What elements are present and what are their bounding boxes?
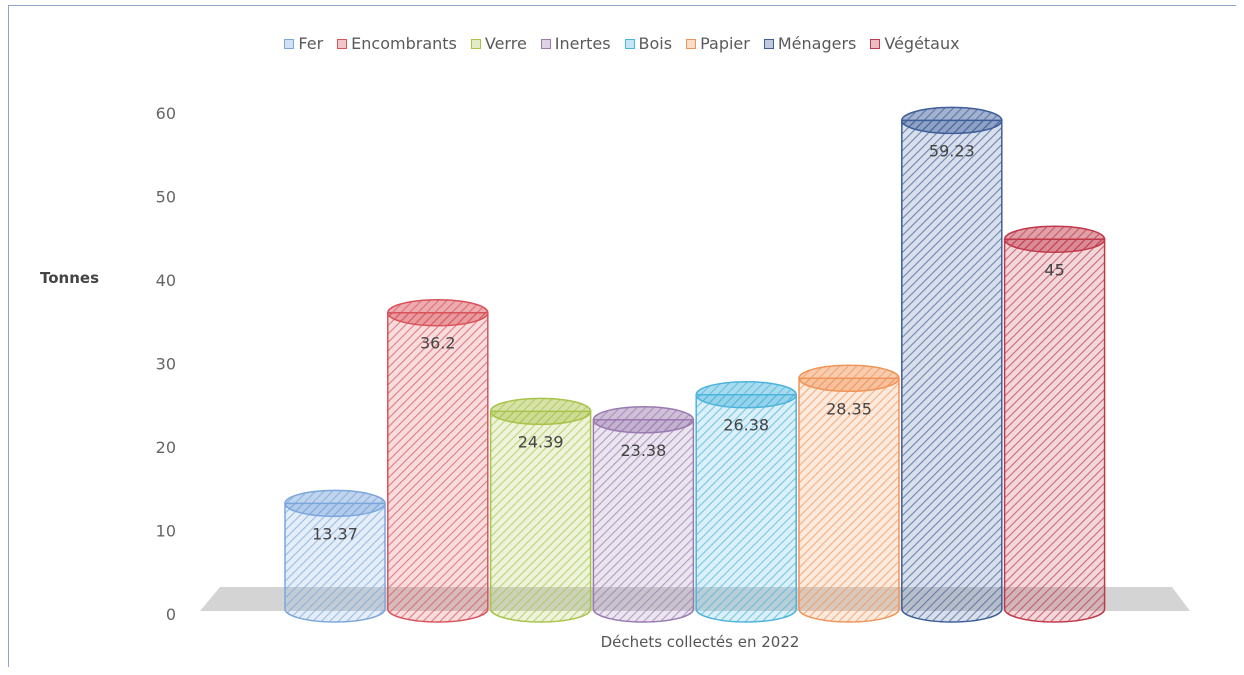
bar-top-shade [387,299,488,326]
legend-label: Végétaux [884,34,960,53]
legend-swatch [686,38,697,49]
bar-inertes: 23.38 [592,406,695,623]
chart-legend: Fer Encombrants Verre Inertes Bois Papier Ména… [0,34,1244,53]
y-tick-label: 0 [166,605,176,624]
bar-vegetaux: 45 [1003,225,1106,623]
y-tick-label: 50 [156,188,176,207]
legend-item-menagers: Ménagers [763,34,857,53]
bar-body [695,393,797,623]
data-label: 28.35 [826,399,872,418]
bar-top-shade [696,381,797,408]
y-axis-label: Tonnes [40,269,99,287]
bar-top-shade [285,490,385,517]
legend-swatch [337,38,348,49]
bar-papier: 28.35 [798,364,900,623]
y-tick-label: 40 [156,271,176,290]
bar-verre: 24.39 [489,397,592,623]
legend-item-encombrants: Encombrants [337,34,457,53]
legend-item-fer: Fer [284,34,323,53]
y-tick-label: 20 [156,438,176,457]
legend-swatch [470,38,481,49]
data-label: 36.2 [420,334,456,353]
legend-swatch [284,38,295,49]
bar-top [798,364,900,393]
legend-swatch [870,38,881,49]
bar-menagers: 59.23 [901,106,1003,623]
data-label: 26.38 [723,416,769,435]
data-label: 13.37 [312,524,358,543]
bar-body [284,502,386,623]
bar-top-shade [901,107,1002,134]
legend-swatch [540,38,551,49]
bar-top-shade [799,365,899,392]
bar-body [1003,238,1106,623]
bar-encombrants: 36.2 [387,298,489,623]
bar-fer: 13.37 [284,489,386,623]
data-label: 24.39 [518,432,564,451]
bar-bois: 26.38 [695,380,797,623]
legend-item-bois: Bois [624,34,673,53]
legend-label: Bois [638,34,673,53]
bar-top-shade [593,406,694,433]
legend-item-papier: Papier [686,34,750,53]
legend-label: Ménagers [777,34,857,53]
legend-swatch [763,38,774,49]
y-tick-label: 60 [156,104,176,123]
bar-top [387,298,489,327]
bar-top [901,106,1003,135]
bar-top [1003,225,1106,253]
legend-label: Fer [298,34,324,53]
bar-body [798,377,900,623]
bar-body [489,410,592,623]
legend-item-verre: Verre [470,34,527,53]
bar-top-shade [1004,226,1105,253]
data-label: 59.23 [929,141,975,160]
bar-body [387,311,489,623]
legend-label: Verre [484,34,527,53]
bar-top [284,489,386,518]
data-label: 45 [1044,260,1064,279]
bar-top [695,380,797,409]
chart-frame [8,5,1236,667]
y-tick-label: 10 [156,522,176,541]
bar-top [592,406,695,434]
bar-top-shade [490,398,591,425]
y-tick-label: 30 [156,355,176,374]
bar-top [489,397,592,426]
legend-swatch [624,38,635,49]
legend-item-vegetaux: Végétaux [870,34,960,53]
legend-label: Papier [700,34,750,53]
legend-label: Encombrants [351,34,457,53]
legend-label: Inertes [554,34,611,53]
bar-body [901,119,1003,623]
bar-body [592,419,695,623]
legend-item-inertes: Inertes [540,34,611,53]
data-label: 23.38 [620,441,666,460]
x-axis-label: Déchets collectés en 2022 [601,633,800,651]
